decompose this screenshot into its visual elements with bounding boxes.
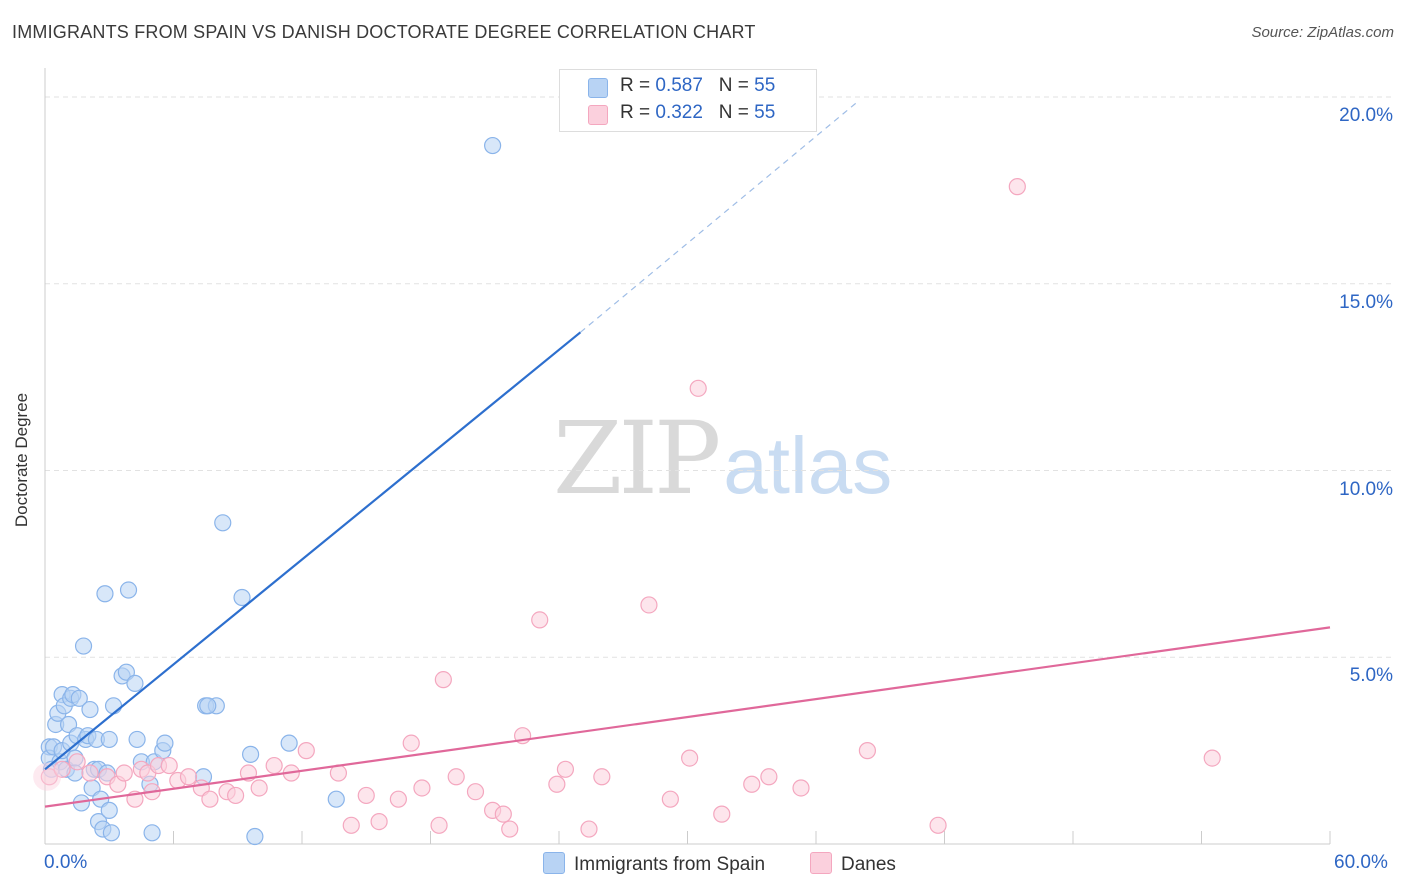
bottom-legend-swatch-danes [810,852,832,874]
bottom-legend-swatch-spain [543,852,565,874]
danes-point-20 [250,779,268,797]
spain-point-31 [96,585,114,603]
danes-point-36 [494,805,512,823]
spain-point-23 [81,700,99,719]
danes-point-50 [760,768,778,786]
danes-point-14 [179,768,198,786]
bottom-legend-label-danes: Danes [841,854,896,875]
bottom-legend-danes[interactable]: Danes [810,852,896,878]
danes-point-47 [689,379,707,397]
danes-point-51 [792,779,810,797]
danes-point-33 [447,768,465,786]
spain-point-51 [214,514,232,532]
spain-point-52 [233,588,251,607]
danes-point-16 [201,790,219,808]
danes-point-21 [265,756,283,775]
danes-point-23 [297,742,315,760]
legend-n-spain: 55 [754,75,776,96]
danes-point-54 [1008,178,1026,196]
spain-point-35 [102,824,120,842]
spain-point-36 [104,697,123,715]
danes-point-6 [115,764,133,782]
danes-point-44 [640,596,658,614]
watermark-zip: ZIP [553,400,721,517]
spain-trend-extension [580,100,860,333]
danes-trend-line [44,626,1331,808]
danes-point-41 [556,760,575,778]
spain-point-44 [143,824,161,842]
chart-title: IMMIGRANTS FROM SPAIN VS DANISH DOCTORAT… [12,22,756,42]
danes-point-40 [548,775,566,793]
danes-point-53 [929,816,947,834]
danes-point-48 [713,805,731,823]
danes-point-27 [370,812,388,831]
spain-trend-line [44,331,582,771]
danes-point-18 [227,786,245,805]
spain-point-41 [128,730,146,749]
danes-point-45 [661,790,679,808]
bottom-legend-label-spain: Immigrants from Spain [574,854,766,875]
legend-swatch-danes [588,105,608,125]
spain-point-54 [327,790,345,808]
legend-n-danes: 55 [754,102,776,123]
x-tick-label-min: 0.0% [44,852,88,873]
danes-point-26 [357,786,375,805]
danes-point-29 [402,734,420,752]
danes-point-52 [858,742,877,760]
spain-point-34 [100,730,118,749]
y-tick-label-5: 5.0% [1349,665,1393,687]
danes-point-43 [593,768,611,786]
y-tick-label-15: 15.0% [1339,291,1393,313]
legend-r-spain: 0.587 [655,75,703,96]
spain-point-53 [246,827,264,846]
spain-point-47 [156,734,174,752]
danes-point-2 [68,753,86,771]
zipatlas-watermark: ZIPatlas [553,400,892,517]
danes-point-39 [531,611,549,629]
danes-point-37 [501,820,519,838]
chart-source: Source: ZipAtlas.com [1251,24,1394,41]
danes-point-12 [160,756,178,775]
spain-point-33 [100,801,118,819]
spain-point-55 [484,136,502,155]
danes-point-32 [434,671,452,689]
danes-point-25 [342,816,360,834]
spain-point-40 [126,674,144,692]
spain-point-18 [70,689,88,707]
spain-point-20 [74,637,93,655]
spain-point-39 [119,581,138,599]
x-tick-label-max: 60.0% [1334,852,1388,873]
danes-point-3 [81,764,99,782]
danes-point-0 [40,768,58,786]
danes-point-31 [430,816,448,834]
danes-point-49 [743,775,761,793]
correlation-legend: R = 0.587 N = 55 R = 0.322 N = 55 [559,69,817,132]
danes-point-55 [1203,749,1221,767]
legend-r-danes: 0.322 [655,102,703,123]
spain-point-58 [280,734,298,752]
spain-point-56 [199,697,217,715]
y-tick-label-10: 10.0% [1339,478,1393,500]
danes-point-42 [580,820,598,838]
legend-swatch-spain [588,78,608,98]
y-tick-label-20: 20.0% [1339,105,1393,126]
danes-point-1 [53,760,71,778]
danes-cluster-point [33,762,62,791]
spain-point-57 [242,745,260,763]
watermark-atlas: atlas [723,421,893,510]
danes-point-34 [466,783,485,801]
danes-point-30 [413,779,431,797]
bottom-legend-spain[interactable]: Immigrants from Spain [543,852,765,878]
danes-point-46 [681,749,699,767]
danes-point-28 [389,790,407,808]
